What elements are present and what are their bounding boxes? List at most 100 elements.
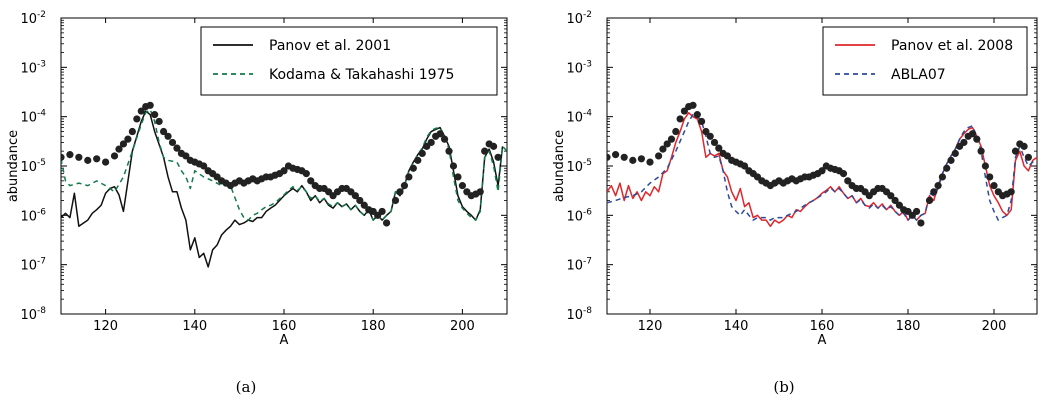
scatter-point bbox=[913, 207, 921, 216]
scatter-point bbox=[356, 196, 364, 205]
scatter-point bbox=[689, 101, 697, 109]
scatter-point bbox=[168, 138, 177, 147]
scatter-point bbox=[302, 170, 310, 178]
series-line-1 bbox=[607, 113, 1037, 221]
scatter-point bbox=[607, 153, 611, 161]
y-tick-label: 10 bbox=[566, 111, 583, 126]
y-tick-label: 10 bbox=[566, 308, 583, 323]
x-tick-label: 180 bbox=[896, 319, 921, 334]
y-tick-label: 10 bbox=[20, 111, 37, 126]
scatter-point bbox=[93, 155, 101, 163]
scatter-point bbox=[887, 192, 895, 200]
legend: Panov et al. 2008 ABLA07 bbox=[822, 26, 1028, 96]
scatter-point bbox=[151, 111, 159, 119]
scatter-point bbox=[655, 152, 663, 160]
x-tick-label: 160 bbox=[810, 319, 835, 334]
x-tick-label: 120 bbox=[93, 319, 118, 334]
y-axis-label: abundance bbox=[6, 130, 21, 202]
scatter-point bbox=[75, 153, 83, 161]
scatter-point bbox=[458, 182, 466, 190]
y-tick-exponent: -4 bbox=[37, 109, 46, 119]
y-tick-label: 10 bbox=[20, 259, 37, 274]
y-tick-label: 10 bbox=[566, 61, 583, 76]
scatter-point bbox=[672, 127, 680, 136]
scatter-point bbox=[494, 153, 502, 161]
scatter-point bbox=[990, 182, 998, 190]
scatter-point bbox=[115, 145, 123, 153]
scatter-point bbox=[66, 151, 74, 159]
scatter-point bbox=[844, 177, 852, 185]
scatter-point bbox=[378, 207, 386, 216]
series-line-1 bbox=[61, 108, 507, 221]
y-tick-exponent: -8 bbox=[37, 306, 46, 316]
scatter-point bbox=[698, 117, 706, 126]
scatter-point bbox=[110, 152, 119, 160]
y-tick-exponent: -2 bbox=[583, 10, 592, 20]
scatter-point bbox=[61, 153, 65, 161]
y-tick-label: 10 bbox=[566, 160, 583, 175]
scatter-point bbox=[414, 156, 422, 164]
y-tick-label: 10 bbox=[20, 12, 37, 27]
y-tick-label: 10 bbox=[20, 308, 37, 323]
x-tick-label: 140 bbox=[182, 319, 207, 334]
y-tick-exponent: -4 bbox=[583, 109, 592, 119]
y-tick-exponent: -7 bbox=[37, 257, 46, 267]
scatter-point bbox=[977, 147, 985, 155]
scatter-point bbox=[409, 164, 417, 172]
scatter-point bbox=[124, 135, 132, 143]
scatter-point bbox=[680, 107, 689, 115]
y-tick-exponent: -5 bbox=[37, 158, 46, 168]
scatter-point bbox=[146, 101, 154, 109]
scatter-point bbox=[360, 201, 368, 209]
y-tick-exponent: -8 bbox=[583, 306, 592, 316]
scatter-point bbox=[159, 127, 168, 136]
scatter-point bbox=[702, 127, 710, 136]
scatter-point bbox=[391, 196, 400, 205]
scatter-point bbox=[476, 188, 484, 196]
scatter-point bbox=[1011, 147, 1020, 155]
scatter-point bbox=[436, 130, 444, 138]
scatter-point bbox=[405, 173, 413, 181]
scatter-point bbox=[934, 182, 942, 190]
scatter-point bbox=[1020, 142, 1028, 150]
scatter-point bbox=[102, 158, 110, 166]
scatter-point bbox=[351, 192, 359, 200]
scatter-point bbox=[173, 144, 181, 152]
scatter-point bbox=[895, 201, 904, 209]
scatter-point bbox=[667, 135, 676, 143]
y-tick-exponent: -3 bbox=[37, 59, 46, 69]
scatter-point bbox=[917, 219, 925, 227]
y-tick-exponent: -7 bbox=[583, 257, 592, 267]
scatter-point bbox=[925, 196, 934, 205]
legend-label: ABLA07 bbox=[891, 67, 946, 83]
legend-label: Kodama & Takahashi 1975 bbox=[269, 67, 454, 83]
scatter-point bbox=[418, 149, 426, 158]
legend-box bbox=[200, 26, 498, 96]
y-tick-exponent: -6 bbox=[583, 207, 592, 217]
scatter-point bbox=[445, 147, 453, 155]
scatter-point bbox=[400, 182, 409, 190]
y-tick-exponent: -3 bbox=[583, 59, 592, 69]
scatter-point bbox=[710, 138, 719, 147]
x-tick-label: 120 bbox=[638, 319, 663, 334]
legend: Panov et al. 2001 Kodama & Takahashi 1975 bbox=[200, 26, 498, 96]
scatter-point bbox=[133, 115, 141, 123]
scatter-point bbox=[490, 142, 498, 150]
scatter-point bbox=[981, 162, 990, 170]
y-tick-label: 10 bbox=[566, 209, 583, 224]
scatter-point bbox=[938, 173, 947, 181]
x-tick-label: 200 bbox=[450, 319, 475, 334]
y-axis-label: abundance bbox=[552, 130, 567, 202]
y-tick-label: 10 bbox=[566, 259, 583, 274]
scatter-point bbox=[396, 188, 404, 196]
scatter-point bbox=[646, 158, 654, 166]
scatter-point bbox=[440, 135, 449, 143]
scatter-point bbox=[943, 164, 951, 172]
scatter-point bbox=[986, 173, 994, 181]
x-tick-label: 200 bbox=[982, 319, 1007, 334]
scatter-point bbox=[1024, 153, 1032, 161]
scatter-point bbox=[137, 107, 145, 115]
scatter-point bbox=[818, 167, 826, 175]
